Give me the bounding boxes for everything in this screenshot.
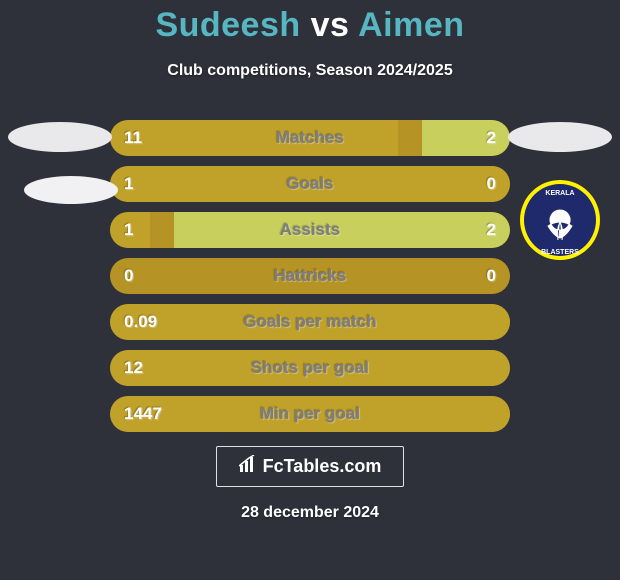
svg-text:KERALA: KERALA: [545, 190, 574, 197]
stat-row: Goals per match0.09: [110, 304, 510, 340]
stat-row: Matches11 2: [110, 120, 510, 156]
title-player1: Sudeesh: [155, 6, 300, 44]
stat-label: Matches: [110, 120, 510, 156]
team-badge: KERALA BLASTERS: [520, 180, 600, 260]
stat-label: Shots per goal: [110, 350, 510, 386]
comparison-card: Sudeesh vs Aimen Club competitions, Seas…: [0, 0, 620, 580]
stats-panel: Matches112Goals10Assists12Hattricks00Goa…: [110, 120, 510, 442]
stat-value-left: 0.09: [124, 304, 157, 340]
stat-row: Min per goal1447: [110, 396, 510, 432]
stat-value-right: 0: [487, 258, 496, 294]
stat-value-left: 11: [124, 120, 142, 156]
stat-label: Goals per match: [110, 304, 510, 340]
stat-value-left: 1447: [124, 396, 162, 432]
footer: FcTables.com: [0, 446, 620, 487]
avatar-placeholder-left: [8, 122, 112, 152]
stat-value-left: 1: [124, 212, 133, 248]
chart-icon: [239, 455, 257, 478]
stat-row: Shots per goal12: [110, 350, 510, 386]
stat-row: Goals1 0: [110, 166, 510, 202]
avatar-placeholder-right: [508, 122, 612, 152]
stat-label: Hattricks: [110, 258, 510, 294]
brand-box: FcTables.com: [216, 446, 405, 487]
avatar-placeholder-left: [24, 176, 118, 204]
stat-label: Goals: [110, 166, 510, 202]
date-text: 28 december 2024: [0, 504, 620, 522]
stat-value-left: 0: [124, 258, 133, 294]
title-vs: vs: [311, 6, 350, 44]
stat-value-right: 2: [487, 212, 496, 248]
stat-value-right: 0: [487, 166, 496, 202]
stat-value-left: 1: [124, 166, 133, 202]
stat-value-right: 2: [487, 120, 496, 156]
page-title: Sudeesh vs Aimen: [0, 6, 620, 45]
subtitle: Club competitions, Season 2024/2025: [0, 62, 620, 80]
stat-label: Min per goal: [110, 396, 510, 432]
stat-row: Assists1 2: [110, 212, 510, 248]
stat-label: Assists: [110, 212, 510, 248]
brand-text: FcTables.com: [263, 456, 382, 477]
stat-row: Hattricks0 0: [110, 258, 510, 294]
svg-text:BLASTERS: BLASTERS: [541, 249, 579, 256]
stat-value-left: 12: [124, 350, 143, 386]
team-badge-svg: KERALA BLASTERS: [520, 180, 600, 260]
title-player2: Aimen: [358, 6, 464, 44]
